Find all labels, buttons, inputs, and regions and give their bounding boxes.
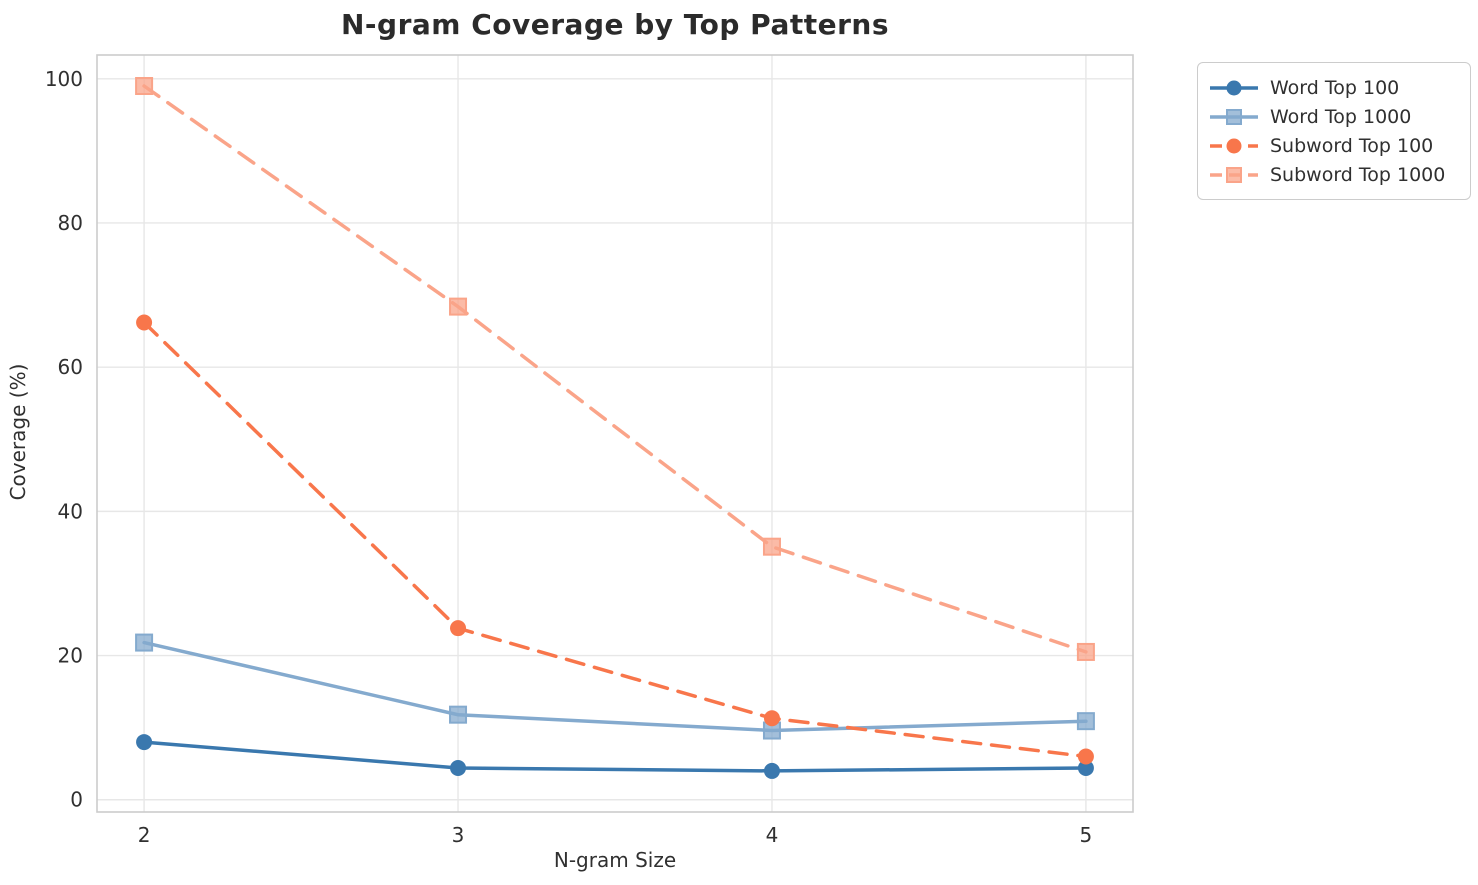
- x-tick-label: 4: [766, 823, 779, 847]
- legend: Word Top 100 Word Top 1000 Subword Top 100…: [1197, 62, 1471, 200]
- data-point-marker: [763, 710, 780, 727]
- data-point-marker: [450, 620, 467, 637]
- x-tick-label: 3: [452, 823, 465, 847]
- legend-item-subword-top-100: Subword Top 100: [1208, 131, 1458, 160]
- data-point-marker: [449, 705, 468, 724]
- legend-marker-circle: [1226, 138, 1242, 153]
- data-point-marker: [1077, 760, 1094, 777]
- data-point-marker: [135, 77, 154, 96]
- legend-label-word-top-1000: Word Top 1000: [1270, 105, 1412, 128]
- chart-title: N-gram Coverage by Top Patterns: [340, 8, 890, 41]
- legend-item-subword-top-1000: Subword Top 1000: [1208, 160, 1458, 189]
- x-tick-label: 2: [138, 823, 151, 847]
- legend-marker-square: [1226, 108, 1242, 125]
- legend-sample-subword-top-1000: [1210, 166, 1258, 183]
- data-point-marker: [136, 314, 153, 331]
- y-tick-label: 40: [58, 499, 83, 523]
- legend-label-subword-top-1000: Subword Top 1000: [1270, 163, 1446, 186]
- data-point-marker: [1076, 642, 1095, 661]
- legend-item-word-top-100: Word Top 100: [1208, 73, 1458, 102]
- data-point-marker: [763, 762, 780, 779]
- series-line-subword-top-1000: [142, 84, 1088, 654]
- y-tick-label: 60: [58, 355, 83, 379]
- legend-marker-circle: [1226, 80, 1242, 95]
- y-tick-label: 80: [58, 211, 83, 235]
- data-point-marker: [450, 760, 467, 777]
- data-point-marker: [135, 633, 154, 652]
- legend-item-word-top-1000: Word Top 1000: [1208, 102, 1458, 131]
- data-point-marker: [449, 297, 468, 316]
- legend-label-subword-top-100: Subword Top 100: [1270, 134, 1434, 157]
- plot-frame: [96, 54, 1134, 813]
- series-line-word-top-1000: [142, 640, 1088, 733]
- legend-sample-word-top-100: [1210, 80, 1258, 95]
- x-axis-label: N-gram Size: [553, 848, 677, 872]
- series-line-subword-top-100: [142, 320, 1088, 759]
- series-line-word-top-100: [142, 740, 1088, 773]
- y-tick-label: 20: [58, 644, 83, 668]
- legend-sample-subword-top-100: [1210, 138, 1258, 153]
- x-tick-label: 5: [1080, 823, 1093, 847]
- legend-marker-square: [1226, 166, 1242, 183]
- y-tick-label: 0: [70, 788, 83, 812]
- data-point-marker: [1077, 748, 1094, 765]
- data-point-marker: [762, 537, 781, 556]
- y-tick-label: 100: [45, 67, 83, 91]
- legend-sample-word-top-1000: [1210, 108, 1258, 125]
- data-point-marker: [1076, 712, 1095, 731]
- data-point-marker: [136, 734, 153, 751]
- legend-label-word-top-100: Word Top 100: [1270, 76, 1400, 99]
